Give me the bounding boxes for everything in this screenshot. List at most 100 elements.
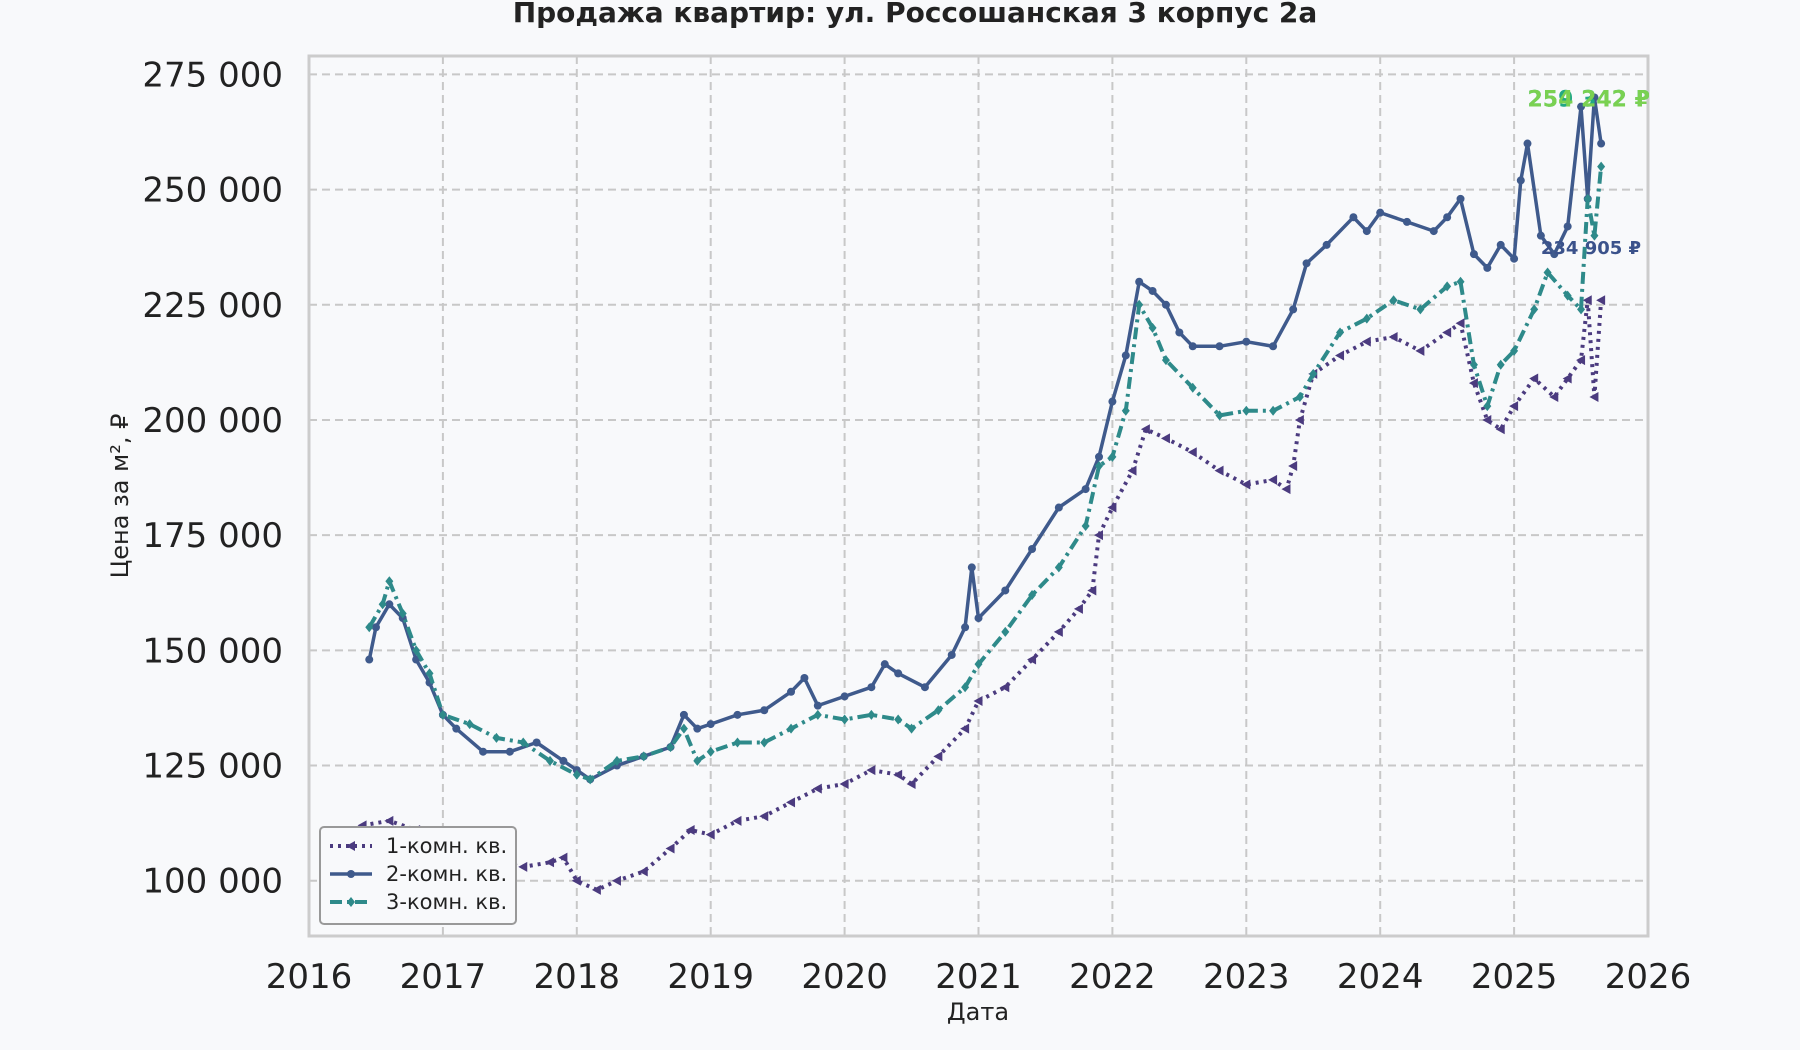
data-point: [546, 755, 555, 766]
x-tick-label: 2025: [1471, 957, 1558, 997]
data-point: [1583, 193, 1592, 204]
data-point: [665, 843, 675, 854]
data-point: [1577, 102, 1586, 111]
data-point: [1543, 267, 1552, 278]
data-point: [1590, 230, 1599, 241]
data-point: [385, 600, 394, 609]
data-point: [365, 655, 374, 664]
data-point: [505, 747, 514, 756]
data-point: [1001, 586, 1010, 595]
data-point: [1389, 295, 1398, 306]
x-tick-label: 2018: [534, 957, 621, 997]
data-point: [894, 669, 903, 678]
series-line: [367, 166, 1604, 782]
data-point: [1549, 391, 1559, 402]
data-point: [1094, 530, 1104, 541]
data-point: [384, 815, 394, 826]
x-tick-label: 2019: [667, 957, 754, 997]
y-axis-label: Цена за м², ₽: [106, 414, 134, 579]
value-annotation: 259 342 ₽: [1527, 88, 1649, 113]
data-point: [974, 659, 983, 670]
data-point: [572, 769, 581, 780]
data-point: [679, 723, 688, 734]
value-annotation: 254 242 ₽: [1527, 88, 1649, 113]
data-point: [1108, 451, 1117, 462]
data-point: [839, 778, 849, 789]
data-point: [492, 732, 501, 743]
legend-label: 1-комн. кв.: [386, 834, 507, 858]
data-point: [1108, 397, 1117, 406]
data-point: [438, 709, 447, 720]
data-point: [1095, 452, 1104, 461]
data-point: [1322, 240, 1331, 249]
data-point: [1269, 342, 1278, 351]
data-point: [1495, 424, 1505, 435]
data-point: [1027, 654, 1037, 665]
data-point: [611, 875, 621, 886]
data-point: [732, 815, 742, 826]
data-point: [1590, 93, 1599, 102]
data-point: [961, 682, 970, 693]
data-point: [545, 857, 555, 868]
data-point: [1188, 342, 1197, 351]
data-point: [1496, 359, 1505, 370]
data-point: [1242, 337, 1251, 346]
data-point: [638, 866, 648, 877]
data-point: [1148, 286, 1157, 295]
data-point: [840, 714, 849, 725]
data-point: [1496, 240, 1505, 249]
data-point: [1597, 161, 1606, 172]
y-tick-label: 200 000: [142, 401, 283, 441]
value-annotation: 234 905 ₽: [1541, 238, 1641, 259]
data-point: [532, 738, 541, 747]
data-point: [1288, 461, 1298, 472]
annotations: 259 342 ₽254 242 ₽ 234 905 ₽: [1527, 88, 1649, 259]
data-point: [378, 599, 387, 610]
data-point: [1510, 254, 1519, 263]
data-point: [960, 723, 970, 734]
data-point: [1081, 485, 1090, 494]
data-point: [760, 706, 769, 715]
data-point: [693, 724, 702, 733]
data-point: [1028, 590, 1037, 601]
data-point: [893, 769, 903, 780]
data-point: [813, 709, 822, 720]
y-tick-label: 250 000: [142, 171, 283, 211]
data-point: [1302, 259, 1311, 268]
y-tick-label: 225 000: [142, 286, 283, 326]
data-point: [1362, 313, 1371, 324]
data-point: [1000, 682, 1010, 693]
data-point: [1121, 351, 1130, 360]
data-point: [759, 811, 769, 822]
data-point: [1281, 484, 1291, 495]
data-point: [1455, 318, 1465, 329]
data-point: [1416, 304, 1425, 315]
x-tick-label: 2023: [1203, 957, 1290, 997]
data-point: [1483, 263, 1492, 272]
data-point: [518, 861, 528, 872]
data-point: [1529, 373, 1539, 384]
data-point: [452, 724, 461, 733]
data-point: [733, 737, 742, 748]
data-point: [1135, 277, 1144, 286]
data-point: [1596, 295, 1606, 306]
y-tick-label: 125 000: [142, 747, 283, 787]
data-point: [1443, 281, 1452, 292]
data-point: [612, 755, 621, 766]
data-point: [961, 623, 970, 632]
data-point: [866, 765, 876, 776]
data-point: [1388, 332, 1398, 343]
data-point: [867, 709, 876, 720]
data-point: [1127, 465, 1137, 476]
data-point: [786, 797, 796, 808]
data-point: [1095, 461, 1104, 472]
data-point: [1362, 227, 1371, 236]
data-point: [812, 783, 822, 794]
data-point: [1053, 626, 1063, 637]
data-point: [933, 751, 943, 762]
x-tick-label: 2020: [801, 957, 888, 997]
legend-box: [319, 826, 517, 925]
data-point: [1215, 342, 1224, 351]
data-point: [519, 737, 528, 748]
